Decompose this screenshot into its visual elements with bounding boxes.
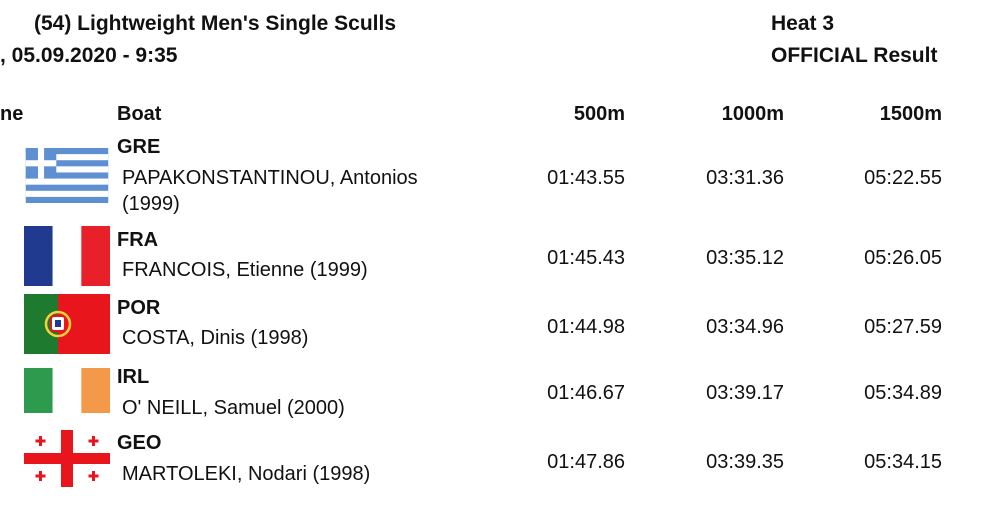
- split-1500m: 05:22.55: [864, 167, 942, 189]
- split-500m: 01:47.86: [547, 451, 625, 473]
- split-1000m: 03:31.36: [706, 167, 784, 189]
- ireland-flag-icon: [24, 368, 110, 413]
- column-500m-header: 500m: [573, 103, 625, 125]
- heat-label: Heat 3: [771, 12, 835, 35]
- split-500m: 01:45.43: [547, 247, 625, 269]
- country-code: FRA: [117, 229, 159, 251]
- athlete-name: O' NEILL, Samuel (2000): [122, 397, 345, 419]
- event-date: , 05.09.2020 - 9:35: [0, 44, 178, 67]
- athlete-name: COSTA, Dinis (1998): [122, 327, 309, 349]
- column-lane-header: ne: [0, 103, 24, 125]
- split-500m: 01:43.55: [547, 167, 625, 189]
- georgia-flag-icon: [24, 430, 110, 487]
- column-1000m-header: 1000m: [721, 103, 784, 125]
- split-1500m: 05:34.89: [864, 382, 942, 404]
- split-500m: 01:44.98: [547, 316, 625, 338]
- event-title: (54) Lightweight Men's Single Sculls: [34, 12, 397, 35]
- split-500m: 01:46.67: [547, 382, 625, 404]
- result-status: OFFICIAL Result: [771, 44, 938, 67]
- split-1500m: 05:26.05: [864, 247, 942, 269]
- greece-flag-icon: [24, 148, 110, 203]
- split-1500m: 05:27.59: [864, 316, 942, 338]
- country-code: GRE: [117, 136, 161, 158]
- split-1500m: 05:34.15: [864, 451, 942, 473]
- split-1000m: 03:39.17: [706, 382, 784, 404]
- country-code: IRL: [117, 366, 150, 388]
- athlete-name: FRANCOIS, Etienne (1999): [122, 259, 368, 281]
- split-1000m: 03:35.12: [706, 247, 784, 269]
- split-1000m: 03:34.96: [706, 316, 784, 338]
- split-1000m: 03:39.35: [706, 451, 784, 473]
- france-flag-icon: [24, 226, 110, 286]
- country-code: GEO: [117, 432, 162, 454]
- athlete-name: PAPAKONSTANTINOU, Antonios: [122, 167, 418, 189]
- country-code: POR: [117, 297, 161, 319]
- column-boat-header: Boat: [117, 103, 162, 125]
- athlete-name-cont: (1999): [122, 193, 180, 215]
- athlete-name: MARTOLEKI, Nodari (1998): [122, 463, 371, 485]
- column-1500m-header: 1500m: [879, 103, 942, 125]
- portugal-flag-icon: [24, 294, 110, 354]
